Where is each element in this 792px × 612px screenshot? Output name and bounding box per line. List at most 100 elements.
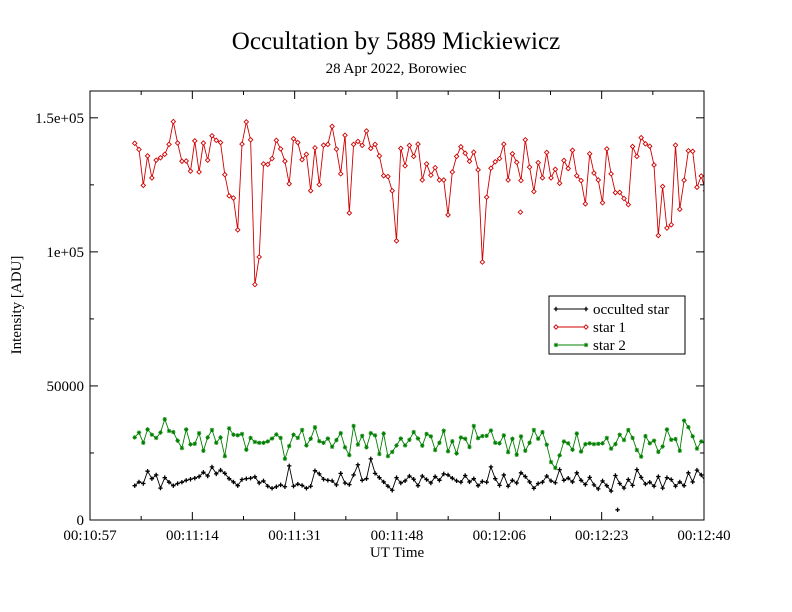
data-point	[342, 445, 348, 450]
data-point	[655, 232, 662, 239]
data-point	[699, 472, 704, 478]
data-point	[647, 479, 652, 485]
data-point	[626, 477, 631, 482]
data-point	[269, 436, 275, 441]
data-point	[475, 166, 481, 173]
data-point	[600, 478, 605, 484]
data-point	[484, 433, 489, 439]
data-point	[681, 483, 687, 488]
chart-title: Occultation by 5889 Mickiewicz	[231, 28, 561, 55]
data-point	[531, 188, 537, 195]
data-point	[308, 436, 313, 441]
data-point	[377, 451, 382, 457]
data-point	[239, 431, 245, 437]
data-point	[540, 479, 545, 485]
data-point	[428, 480, 434, 486]
data-point	[689, 148, 696, 155]
data-point	[583, 441, 588, 447]
data-point	[406, 142, 413, 149]
data-point	[617, 432, 622, 437]
data-point	[557, 453, 562, 458]
data-point	[304, 443, 309, 448]
data-point	[415, 483, 421, 488]
data-point	[347, 452, 352, 458]
data-point	[458, 479, 464, 485]
data-point	[617, 481, 622, 486]
x-tick-label: 00:11:48	[371, 528, 424, 544]
data-point	[320, 142, 327, 148]
data-point	[685, 147, 692, 154]
data-point	[380, 172, 387, 179]
data-point	[543, 149, 550, 156]
data-point	[755, 471, 759, 475]
data-point	[505, 484, 511, 489]
data-point	[377, 475, 382, 480]
data-point	[295, 481, 301, 487]
data-point	[729, 484, 733, 488]
data-point	[244, 476, 249, 481]
data-point	[462, 473, 468, 478]
data-point	[214, 440, 219, 445]
data-point	[411, 477, 416, 482]
data-point	[673, 484, 678, 489]
data-point	[638, 134, 645, 141]
data-point	[303, 151, 310, 158]
data-point	[574, 431, 579, 436]
data-point	[235, 483, 240, 488]
data-point	[672, 142, 679, 148]
data-point	[518, 177, 524, 184]
data-point	[184, 478, 189, 483]
data-point	[458, 143, 464, 150]
data-point	[226, 426, 232, 431]
x-tick-label: 00:10:57	[63, 528, 117, 544]
data-point	[269, 486, 275, 491]
data-point	[325, 141, 331, 148]
data-point	[166, 479, 172, 485]
legend-marker	[583, 324, 589, 330]
data-point	[209, 464, 215, 470]
data-point	[419, 177, 426, 183]
data-point	[462, 150, 469, 157]
data-point	[317, 438, 322, 444]
data-point	[608, 488, 614, 494]
data-point	[299, 156, 305, 163]
data-point	[517, 209, 524, 216]
data-point	[616, 189, 623, 196]
data-point	[141, 481, 146, 486]
data-point	[394, 475, 399, 480]
data-point	[603, 146, 610, 152]
data-point	[566, 441, 571, 446]
data-point	[239, 141, 245, 147]
data-point	[768, 438, 772, 442]
data-point	[179, 445, 185, 451]
data-point	[500, 141, 507, 147]
data-point	[776, 471, 780, 475]
data-point	[488, 428, 494, 433]
data-point	[772, 189, 776, 193]
data-point	[291, 484, 296, 489]
data-point	[363, 128, 370, 134]
data-point	[256, 440, 262, 445]
data-point	[454, 478, 459, 484]
data-point	[364, 476, 369, 481]
data-point	[763, 426, 767, 430]
data-point	[626, 427, 631, 433]
data-point	[372, 471, 378, 476]
data-point	[131, 140, 138, 147]
data-point	[659, 183, 666, 190]
data-point	[407, 437, 412, 443]
data-point	[398, 480, 404, 486]
data-point	[690, 434, 695, 439]
data-point	[402, 478, 408, 484]
data-point	[299, 427, 305, 433]
data-point	[287, 463, 292, 469]
x-tick-label: 00:11:31	[268, 528, 321, 544]
data-point	[450, 475, 455, 481]
data-point	[321, 477, 326, 482]
data-point	[612, 189, 619, 196]
data-point	[746, 183, 750, 187]
data-point	[738, 475, 742, 479]
data-point	[162, 416, 167, 422]
data-point	[376, 153, 383, 159]
data-point	[329, 444, 335, 450]
